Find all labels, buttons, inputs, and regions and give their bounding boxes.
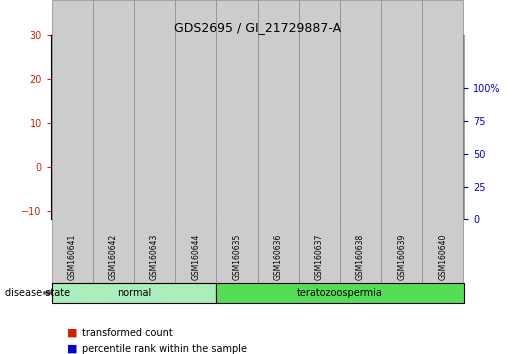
Text: normal: normal: [117, 288, 151, 298]
Point: [398, 148, 406, 154]
Text: GSM160637: GSM160637: [315, 233, 324, 280]
Text: disease state: disease state: [5, 288, 70, 298]
Text: GSM160643: GSM160643: [150, 233, 159, 280]
Point: [150, 155, 159, 160]
Text: GDS2695 / GI_21729887-A: GDS2695 / GI_21729887-A: [174, 21, 341, 34]
Text: percentile rank within the sample: percentile rank within the sample: [82, 344, 247, 354]
Point: [439, 108, 447, 113]
Text: GSM160639: GSM160639: [397, 233, 406, 280]
Point: [68, 101, 76, 107]
Bar: [142, 156, 167, 167]
Bar: [60, 70, 84, 167]
Point: [274, 122, 282, 128]
Bar: [307, 138, 332, 167]
Point: [233, 134, 241, 139]
Bar: [101, 101, 126, 167]
Point: [315, 134, 323, 139]
Text: GSM160638: GSM160638: [356, 233, 365, 280]
Text: transformed count: transformed count: [82, 328, 173, 338]
Text: ■: ■: [67, 328, 77, 338]
Bar: [389, 154, 414, 167]
Bar: [225, 141, 249, 167]
Point: [109, 112, 117, 117]
Bar: [348, 167, 373, 215]
Text: GSM160641: GSM160641: [67, 233, 77, 280]
Bar: [266, 123, 290, 167]
Bar: [183, 84, 208, 167]
Text: ■: ■: [67, 344, 77, 354]
Point: [356, 193, 365, 199]
Point: [192, 106, 200, 112]
Bar: [431, 88, 455, 167]
Text: GSM160644: GSM160644: [191, 233, 200, 280]
Text: GSM160635: GSM160635: [232, 233, 242, 280]
Text: GSM160636: GSM160636: [273, 233, 283, 280]
Text: GSM160642: GSM160642: [109, 233, 118, 280]
Text: teratozoospermia: teratozoospermia: [297, 288, 383, 298]
Text: GSM160640: GSM160640: [438, 233, 448, 280]
